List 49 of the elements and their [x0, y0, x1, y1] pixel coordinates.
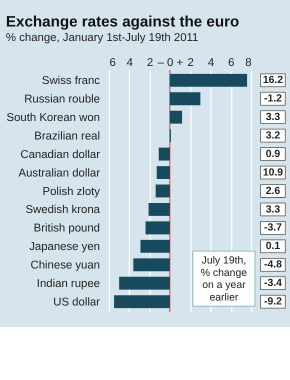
bar	[119, 276, 170, 290]
x-tick-label: 2	[146, 56, 154, 69]
text: -9.2	[264, 296, 282, 308]
text: 0.9	[266, 148, 280, 160]
text: 16.2	[262, 75, 284, 86]
chart-title: Exchange rates against the euro	[6, 14, 240, 31]
x-tick-label: 8	[245, 56, 252, 69]
bar	[156, 166, 170, 179]
text: 3.3	[266, 204, 280, 216]
x-tick-label: 4	[126, 56, 133, 69]
text: 0.1	[266, 241, 280, 252]
x-tick-label: – 0 +	[158, 56, 184, 69]
text: 10.9	[262, 167, 284, 178]
text: -4.8	[264, 260, 282, 271]
y-tick-label: US dollar	[53, 296, 100, 308]
text: 3.3	[266, 112, 280, 124]
text: -1.2	[264, 94, 282, 105]
bar	[170, 110, 182, 124]
text: 3.2	[266, 130, 280, 142]
bar	[170, 74, 248, 87]
text: -3.7	[264, 222, 282, 234]
y-tick-label: Australian dollar	[18, 167, 100, 180]
bar	[140, 240, 170, 253]
x-tick-label: 2	[188, 56, 194, 69]
chart-subtitle: % change, January 1st-July 19th 2011	[6, 32, 198, 44]
y-tick-label: Chinese yuan	[30, 260, 100, 272]
y-tick-label: British pound	[34, 222, 100, 235]
x-tick-label: 6	[109, 56, 116, 69]
annotation: July 19th, % change on a year earlier	[200, 255, 248, 304]
bar	[158, 148, 170, 161]
x-tick-label: 4	[208, 56, 214, 69]
bar	[148, 202, 170, 216]
y-tick-label: Russian rouble	[24, 94, 100, 106]
bar	[156, 184, 170, 198]
text: 2.6	[266, 186, 280, 197]
y-tick-label: South Korean won	[6, 112, 100, 124]
y-tick-label: Japanese yen	[29, 241, 100, 254]
bar	[170, 92, 200, 106]
y-tick-label: Swiss franc	[42, 75, 100, 88]
bar	[114, 295, 170, 308]
y-tick-label: Indian rupee	[36, 278, 100, 290]
y-tick-label: Canadian dollar	[20, 148, 100, 161]
y-tick-label: Swedish krona	[25, 204, 101, 216]
bar	[146, 221, 170, 234]
y-tick-label: Brazilian real	[34, 130, 100, 142]
bar	[133, 258, 170, 272]
y-tick-label: Polish zloty	[42, 186, 100, 198]
x-tick-label: 6	[228, 56, 234, 69]
text: -3.4	[264, 278, 282, 290]
